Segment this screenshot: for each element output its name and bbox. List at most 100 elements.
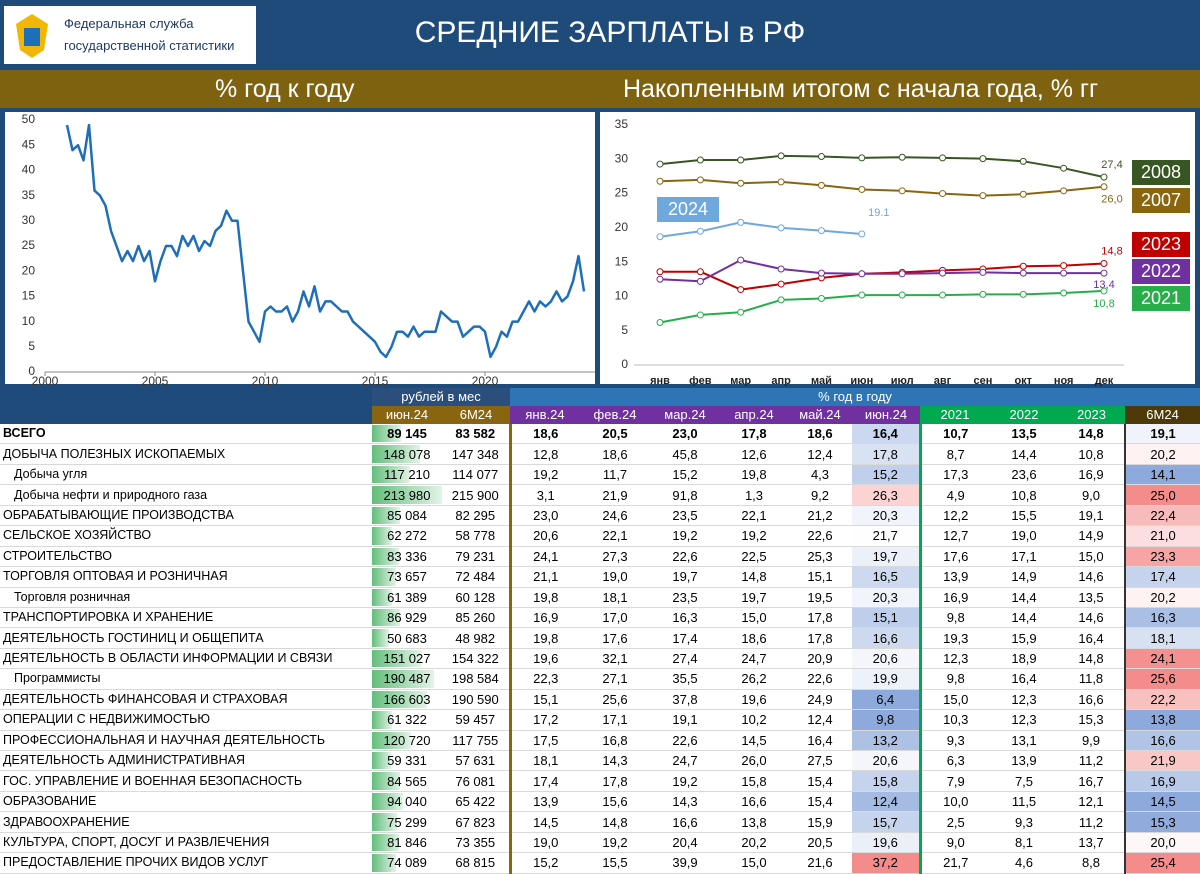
cell-text: 22,6 [672, 732, 698, 748]
table-cell: 19,2 [580, 832, 650, 854]
cell-text: 16,6 [1078, 691, 1104, 707]
x-tick-label: ноя [1054, 375, 1074, 386]
cell-text: 61 322 [387, 712, 427, 728]
cell-text: 20,5 [807, 834, 833, 850]
y-tick-label: 20 [22, 263, 36, 277]
cell-text: 14,8 [741, 569, 767, 585]
table-row: ПРОФЕССИОНАЛЬНАЯ И НАУЧНАЯ ДЕЯТЕЛЬНОСТЬ 1… [0, 730, 1200, 752]
cell-text: 147 348 [451, 446, 499, 462]
cell-text: 16,8 [602, 732, 628, 748]
table-cell: 19,3 [920, 627, 990, 649]
point [696, 227, 704, 235]
cell-text: 24,7 [741, 651, 767, 667]
cell-text: 11,5 [1011, 794, 1037, 810]
column-header: апр.24 [720, 406, 788, 424]
point [777, 178, 785, 186]
cell-text: СТРОИТЕЛЬСТВО [3, 548, 113, 563]
table-cell: 3,1 [510, 484, 580, 506]
cell-text: 16,9 [533, 610, 559, 626]
point [737, 308, 745, 316]
cell-text: Добыча угля [14, 467, 88, 482]
row-label: Добыча нефти и природного газа [0, 484, 372, 506]
cell-text: 1,3 [744, 487, 764, 503]
cell-text: 12,4 [807, 446, 833, 462]
table-cell: 22,2 [1125, 689, 1200, 711]
table-cell: 9,2 [788, 484, 852, 506]
point [696, 268, 704, 276]
table-cell: 19,1 [1058, 505, 1126, 527]
cell-text: 18,6 [602, 446, 628, 462]
table-cell: 17,5 [510, 730, 580, 752]
cell-text: 10,2 [741, 712, 767, 728]
table-cell: 18,6 [788, 424, 852, 445]
table-cell: 13,9 [990, 750, 1058, 772]
cell-text: 166 603 [383, 691, 431, 707]
cell-text: 20,3 [872, 507, 898, 523]
cell-text: 12,4 [872, 794, 898, 810]
table-cell: 17,8 [720, 424, 788, 445]
cell-text: 24,1 [533, 548, 559, 564]
table-cell: 60 128 [442, 587, 512, 608]
point [939, 291, 947, 299]
cell-text: 82 295 [455, 507, 496, 523]
table-cell: 14,9 [990, 566, 1058, 588]
table-cell: 20,0 [1125, 832, 1200, 854]
y-tick-label: 15 [22, 289, 36, 303]
point [696, 156, 704, 164]
point [858, 230, 866, 238]
table-cell: 13,8 [1125, 709, 1200, 731]
cell-text: 84 565 [387, 773, 427, 789]
cell-text: 25,6 [602, 691, 628, 707]
x-tick-label: май [811, 375, 832, 386]
table-cell: 19,9 [852, 668, 922, 690]
cell-text: 14,3 [672, 794, 698, 810]
cell-text: 14,6 [1078, 569, 1104, 585]
cell-text: 21,0 [1150, 528, 1176, 544]
table-cell: 12,1 [1058, 791, 1126, 813]
point [656, 233, 664, 241]
table-cell: 15,1 [510, 689, 580, 711]
cell-text: 215 900 [451, 487, 499, 503]
table-row: ТОРГОВЛЯ ОПТОВАЯ И РОЗНИЧНАЯ 73 657 72 484… [0, 566, 1200, 588]
table-cell: 17,8 [788, 607, 852, 629]
table-cell: 17,6 [920, 546, 990, 568]
cell-text: 9,8 [946, 610, 965, 626]
cell-text: 13,9 [943, 569, 969, 585]
table-cell: 18,1 [1125, 627, 1200, 649]
table-cell: 20,2 [1125, 587, 1200, 608]
table-row: ТРАНСПОРТИРОВКА И ХРАНЕНИЕ 86 929 85 260 16… [0, 607, 1200, 629]
point [1019, 262, 1027, 270]
cell-text: 20,9 [807, 651, 833, 667]
page-title: СРЕДНИЕ ЗАРПЛАТЫ в РФ [414, 16, 806, 49]
table-cell: 12,7 [920, 525, 990, 547]
cell-text: 14,6 [1078, 610, 1104, 626]
emblem-shield [24, 28, 40, 46]
row-label: ДОБЫЧА ПОЛЕЗНЫХ ИСКОПАЕМЫХ [0, 443, 372, 465]
cell-text: 12,2 [943, 507, 969, 523]
table-cell: 14,5 [1125, 791, 1200, 813]
table-cell: 14,4 [990, 607, 1058, 629]
cell-text: 21,7 [872, 528, 898, 544]
table-cell: 4,3 [788, 464, 852, 486]
table-cell: 20,6 [510, 525, 580, 547]
cell-text: 11,2 [1078, 814, 1104, 830]
y-tick-label: 25 [22, 238, 36, 252]
cell-text: 19,2 [672, 528, 698, 544]
table-row: ОПЕРАЦИИ С НЕДВИЖИМОСТЬЮ 61 322 59 457 17,2… [0, 709, 1200, 731]
cell-text: 13,8 [1150, 712, 1176, 728]
cell-text: 15,0 [741, 610, 767, 626]
cell-text: 22,6 [807, 528, 833, 544]
point [1060, 187, 1068, 195]
table-cell: 14,8 [1058, 648, 1126, 670]
table-cell: 83 582 [442, 424, 512, 445]
cell-text: 4,3 [810, 467, 830, 483]
point [696, 277, 704, 285]
table-cell: 20,2 [1125, 443, 1200, 465]
table-cell: 16,7 [1058, 770, 1126, 792]
row-label: ОБРАЗОВАНИЕ [0, 791, 372, 813]
row-label: ПРЕДОСТАВЛЕНИЕ ПРОЧИХ ВИДОВ УСЛУГ [0, 852, 372, 874]
table-cell: 27,1 [580, 668, 650, 690]
x-tick-label: июн [850, 375, 873, 386]
table-cell: 61 322 [372, 709, 442, 731]
cell-text: ГОС. УПРАВЛЕНИЕ И ВОЕННАЯ БЕЗОПАСНОСТЬ [3, 773, 303, 788]
